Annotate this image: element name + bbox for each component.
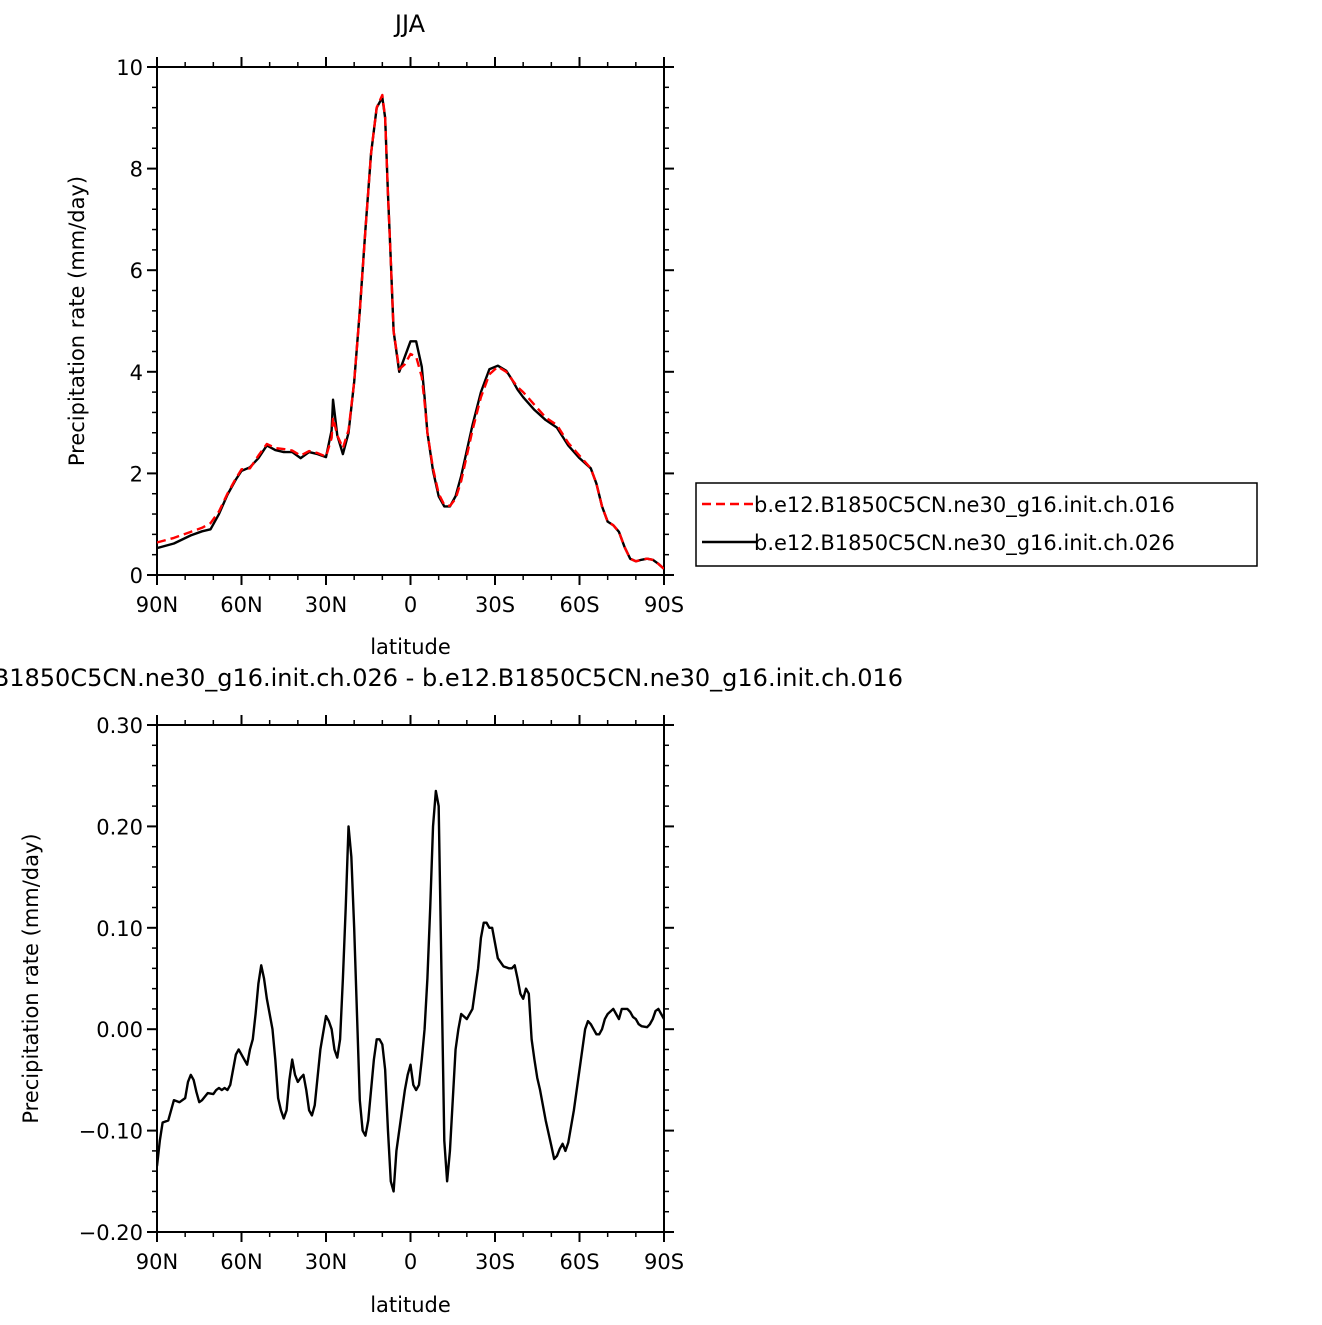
plot-frame xyxy=(157,67,664,575)
x-axis-title: latitude xyxy=(370,1293,451,1317)
x-tick-label: 30N xyxy=(305,1250,347,1274)
y-tick-label: 8 xyxy=(130,158,143,182)
y-tick-label: −0.10 xyxy=(79,1120,143,1144)
y-axis-title: Precipitation rate (mm/day) xyxy=(65,176,89,466)
legend: b.e12.B1850C5CN.ne30_g16.init.ch.016 b.e1… xyxy=(696,483,1257,566)
x-tick-label: 90N xyxy=(136,1250,178,1274)
x-tick-label: 90S xyxy=(644,1250,684,1274)
x-tick-label: 60N xyxy=(220,1250,262,1274)
y-tick-label: 0 xyxy=(130,564,143,588)
x-axis-title: latitude xyxy=(370,635,451,659)
y-axis-title: Precipitation rate (mm/day) xyxy=(19,833,43,1123)
y-tick-label: 0.00 xyxy=(96,1018,143,1042)
series-line-0 xyxy=(157,791,664,1192)
x-tick-label: 60S xyxy=(559,593,599,617)
y-tick-label: −0.20 xyxy=(79,1221,143,1245)
plot-frame xyxy=(157,725,664,1232)
y-tick-label: 4 xyxy=(130,361,143,385)
y-tick-label: 10 xyxy=(116,56,143,80)
x-tick-label: 90N xyxy=(136,593,178,617)
y-tick-label: 0.30 xyxy=(96,714,143,738)
x-tick-label: 0 xyxy=(404,1250,417,1274)
plot-title: JJA xyxy=(393,10,426,38)
x-tick-label: 30S xyxy=(475,1250,515,1274)
series-line-1 xyxy=(157,97,664,568)
top-panel: JJA 90N 60N 30N 0 30S 60S 90S 0 2 4 6 8 10 latitude Pre… xyxy=(65,10,1257,659)
series-line-0 xyxy=(157,95,664,569)
y-tick-label: 2 xyxy=(130,462,143,486)
x-tick-label: 30S xyxy=(475,593,515,617)
legend-label-1: b.e12.B1850C5CN.ne30_g16.init.ch.026 xyxy=(754,531,1175,556)
x-tick-label: 30N xyxy=(305,593,347,617)
x-tick-label: 0 xyxy=(404,593,417,617)
x-tick-label: 60N xyxy=(220,593,262,617)
plot-title: b.e12.B1850C5CN.ne30_g16.init.ch.026 - b… xyxy=(0,664,903,692)
y-tick-label: 6 xyxy=(130,259,143,283)
bottom-panel: b.e12.B1850C5CN.ne30_g16.init.ch.026 - b… xyxy=(0,664,903,1317)
y-tick-label: 0.10 xyxy=(96,917,143,941)
x-tick-label: 60S xyxy=(559,1250,599,1274)
x-tick-label: 90S xyxy=(644,593,684,617)
legend-label-0: b.e12.B1850C5CN.ne30_g16.init.ch.016 xyxy=(754,493,1175,518)
y-tick-label: 0.20 xyxy=(96,815,143,839)
